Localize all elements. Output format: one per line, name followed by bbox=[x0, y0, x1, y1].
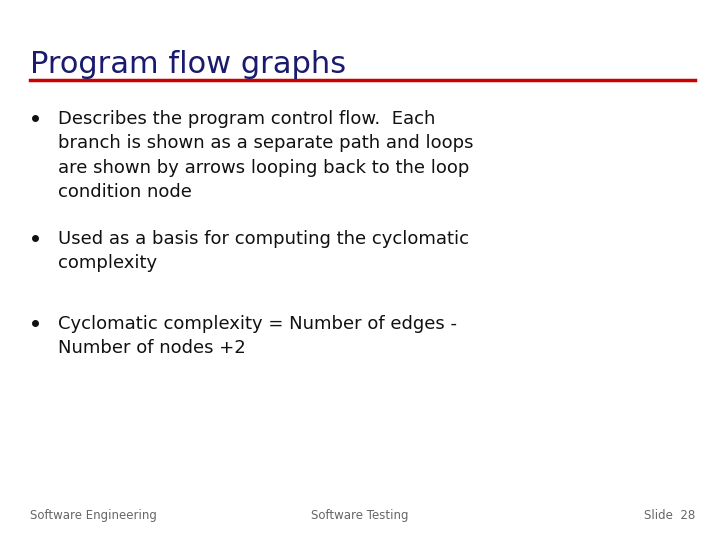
Text: Software Testing: Software Testing bbox=[311, 509, 409, 522]
Text: Software Engineering: Software Engineering bbox=[30, 509, 157, 522]
Text: Describes the program control flow.  Each
branch is shown as a separate path and: Describes the program control flow. Each… bbox=[58, 110, 474, 201]
Text: Slide  28: Slide 28 bbox=[644, 509, 695, 522]
Text: Program flow graphs: Program flow graphs bbox=[30, 50, 346, 79]
Text: Cyclomatic complexity = Number of edges -
Number of nodes +2: Cyclomatic complexity = Number of edges … bbox=[58, 315, 457, 357]
Text: Used as a basis for computing the cyclomatic
complexity: Used as a basis for computing the cyclom… bbox=[58, 230, 469, 272]
